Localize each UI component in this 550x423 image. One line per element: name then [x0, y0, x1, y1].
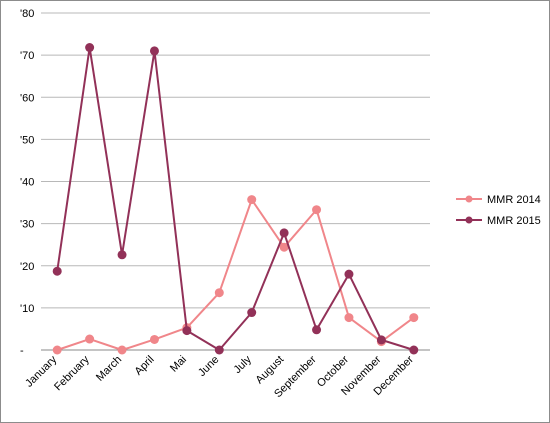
legend-marker: [465, 195, 473, 203]
legend-label: MMR 2014: [487, 194, 541, 206]
y-tick-label: -: [20, 345, 24, 357]
data-point: [344, 313, 354, 323]
data-point: [409, 345, 419, 355]
x-tick-label: February: [52, 353, 92, 393]
y-tick-label: '80: [20, 8, 34, 20]
legend-item: MMR 2015: [456, 215, 541, 227]
data-point: [85, 334, 95, 344]
y-tick-label: '70: [20, 50, 34, 62]
legend-item: MMR 2014: [456, 194, 541, 206]
x-tick-label: June: [196, 354, 221, 379]
data-point: [312, 325, 322, 335]
data-point: [149, 334, 159, 344]
y-tick-label: '40: [20, 177, 34, 189]
data-point: [312, 205, 322, 215]
data-point: [149, 46, 159, 56]
x-tick-label: July: [232, 353, 255, 376]
series-line: [56, 46, 415, 351]
y-tick-label: '30: [20, 219, 34, 231]
data-point: [376, 335, 386, 345]
series-1: [52, 195, 419, 355]
data-point: [52, 266, 62, 276]
data-point: [85, 43, 95, 53]
series-2: [52, 43, 419, 355]
data-point: [182, 326, 192, 336]
data-point: [247, 308, 257, 318]
grid-lines: [41, 12, 430, 351]
y-tick-label: '20: [20, 261, 34, 273]
legend-label: MMR 2015: [487, 215, 541, 227]
data-point: [409, 313, 419, 323]
legend-marker: [465, 216, 473, 224]
data-point: [117, 345, 127, 355]
series-layer: [52, 43, 419, 355]
x-tick-label: April: [133, 354, 157, 378]
data-point: [279, 228, 289, 238]
data-point: [52, 345, 62, 355]
x-tick-label: Mai: [168, 354, 189, 375]
y-axis-tick-labels: - '10 '20 '30 '40 '50 '60 '70 '80: [20, 8, 34, 357]
data-point: [117, 250, 127, 260]
data-point: [279, 242, 289, 252]
data-point: [214, 345, 224, 355]
data-point: [344, 269, 354, 279]
data-point: [214, 288, 224, 298]
y-tick-label: '10: [20, 303, 34, 315]
y-tick-label: '50: [20, 134, 34, 146]
series-line: [56, 198, 415, 351]
x-tick-label: March: [94, 354, 124, 384]
data-point: [247, 195, 257, 205]
legend: MMR 2014 MMR 2015: [456, 194, 541, 227]
y-tick-label: '60: [20, 92, 34, 104]
